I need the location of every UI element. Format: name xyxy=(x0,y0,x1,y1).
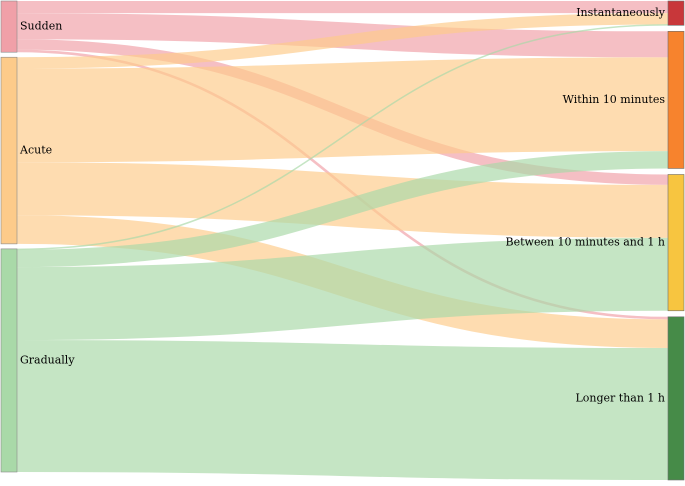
label-sudden: Sudden xyxy=(20,20,62,33)
label-within-10-minutes: Within 10 minutes xyxy=(563,93,666,106)
label-longer-than-1-h: Longer than 1 h xyxy=(575,391,665,404)
flow-gradually-to-instantaneously xyxy=(16,24,669,251)
flow-acute-to-within-10-minutes xyxy=(16,57,669,163)
node-acute xyxy=(0,56,18,245)
node-longer-than-1-h xyxy=(667,316,685,481)
label-between-10-minutes-and-1-h: Between 10 minutes and 1 h xyxy=(506,236,665,249)
node-sudden xyxy=(0,0,18,53)
label-gradually: Gradually xyxy=(20,353,75,366)
flow-acute-to-instantaneously xyxy=(16,13,669,69)
label-acute: Acute xyxy=(19,144,52,157)
flow-links xyxy=(16,1,669,480)
flow-gradually-to-within-10-minutes xyxy=(16,151,669,268)
node-within-10-minutes xyxy=(667,31,685,169)
node-between-10-minutes-and-1-h xyxy=(667,174,685,312)
flow-gradually-to-longer-than-1-h xyxy=(16,340,669,480)
label-instantaneously: Instantaneously xyxy=(576,6,666,19)
node-gradually xyxy=(0,248,18,473)
node-instantaneously xyxy=(667,0,685,26)
category-labels: Sudden Acute Gradually Instantaneously Withi… xyxy=(19,6,666,404)
flow-gradually-to-between-10-minutes-and-1-h xyxy=(16,237,669,341)
